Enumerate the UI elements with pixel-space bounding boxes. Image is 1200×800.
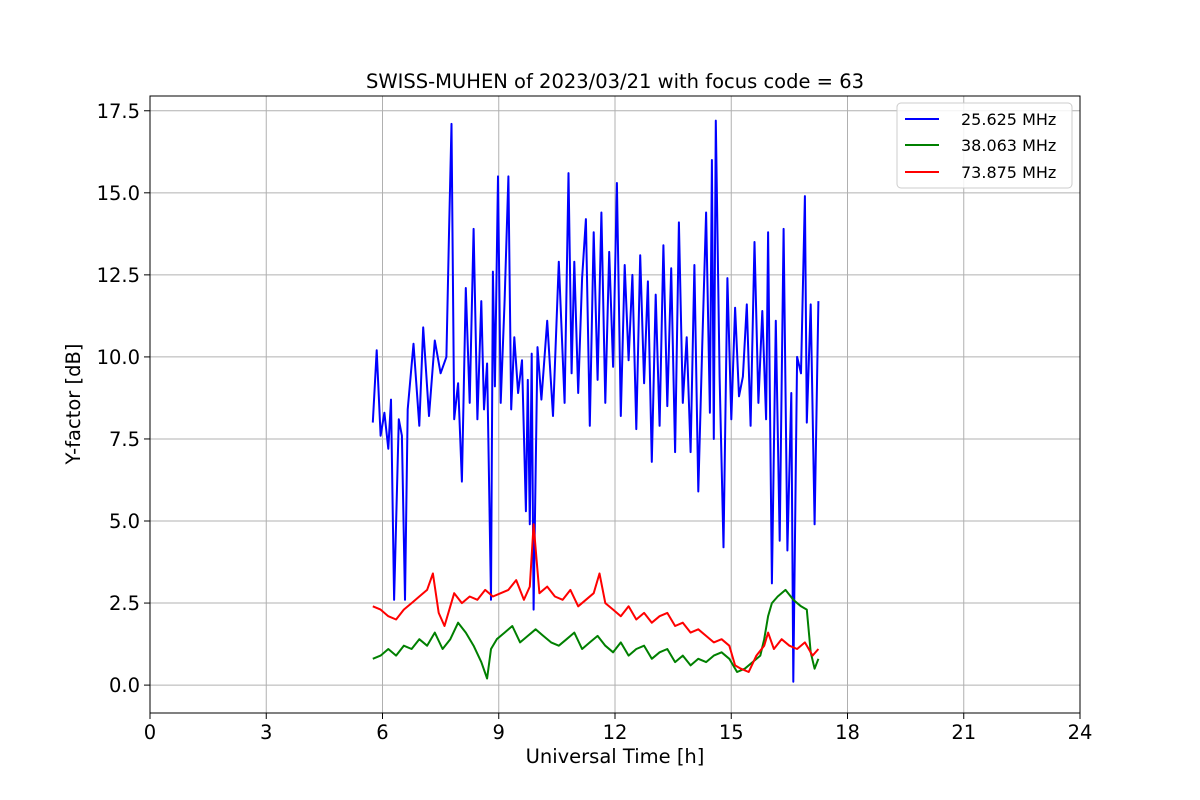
series-line-3 xyxy=(372,523,820,673)
y-tick-label: 2.5 xyxy=(109,592,140,615)
x-axis-ticks: 0 3 6 9 12 15 18 21 24 xyxy=(144,713,1093,744)
x-tick-label: 6 xyxy=(376,721,388,744)
series-lines xyxy=(371,119,820,683)
x-tick-label: 0 xyxy=(144,721,156,744)
series-line-2 xyxy=(372,588,820,680)
legend-label: 38.063 MHz xyxy=(961,136,1056,155)
legend-label: 25.625 MHz xyxy=(961,110,1056,129)
x-tick-label: 12 xyxy=(603,721,628,744)
y-tick-label: 5.0 xyxy=(109,510,140,533)
legend: 25.625 MHz 38.063 MHz 73.875 MHz xyxy=(896,102,1073,189)
legend-label: 73.875 MHz xyxy=(961,163,1056,182)
y-tick-label: 12.5 xyxy=(97,264,140,287)
y-tick-label: 17.5 xyxy=(97,100,140,123)
y-axis-label: Y-factor [dB] xyxy=(62,344,85,466)
y-tick-label: 0.0 xyxy=(109,674,140,697)
y-tick-label: 15.0 xyxy=(97,182,140,205)
y-tick-label: 7.5 xyxy=(109,428,140,451)
x-tick-label: 18 xyxy=(835,721,860,744)
chart-title: SWISS-MUHEN of 2023/03/21 with focus cod… xyxy=(366,70,864,93)
series-line-1 xyxy=(371,119,820,683)
y-tick-label: 10.0 xyxy=(97,346,140,369)
x-tick-label: 3 xyxy=(260,721,272,744)
x-axis-label: Universal Time [h] xyxy=(526,745,705,768)
legend-box xyxy=(896,102,1073,189)
x-tick-label: 9 xyxy=(493,721,505,744)
y-axis-ticks: 0.0 2.5 5.0 7.5 10.0 12.5 15.0 17.5 xyxy=(97,100,150,697)
x-tick-label: 21 xyxy=(951,721,976,744)
x-tick-label: 15 xyxy=(719,721,744,744)
x-tick-label: 24 xyxy=(1068,721,1093,744)
